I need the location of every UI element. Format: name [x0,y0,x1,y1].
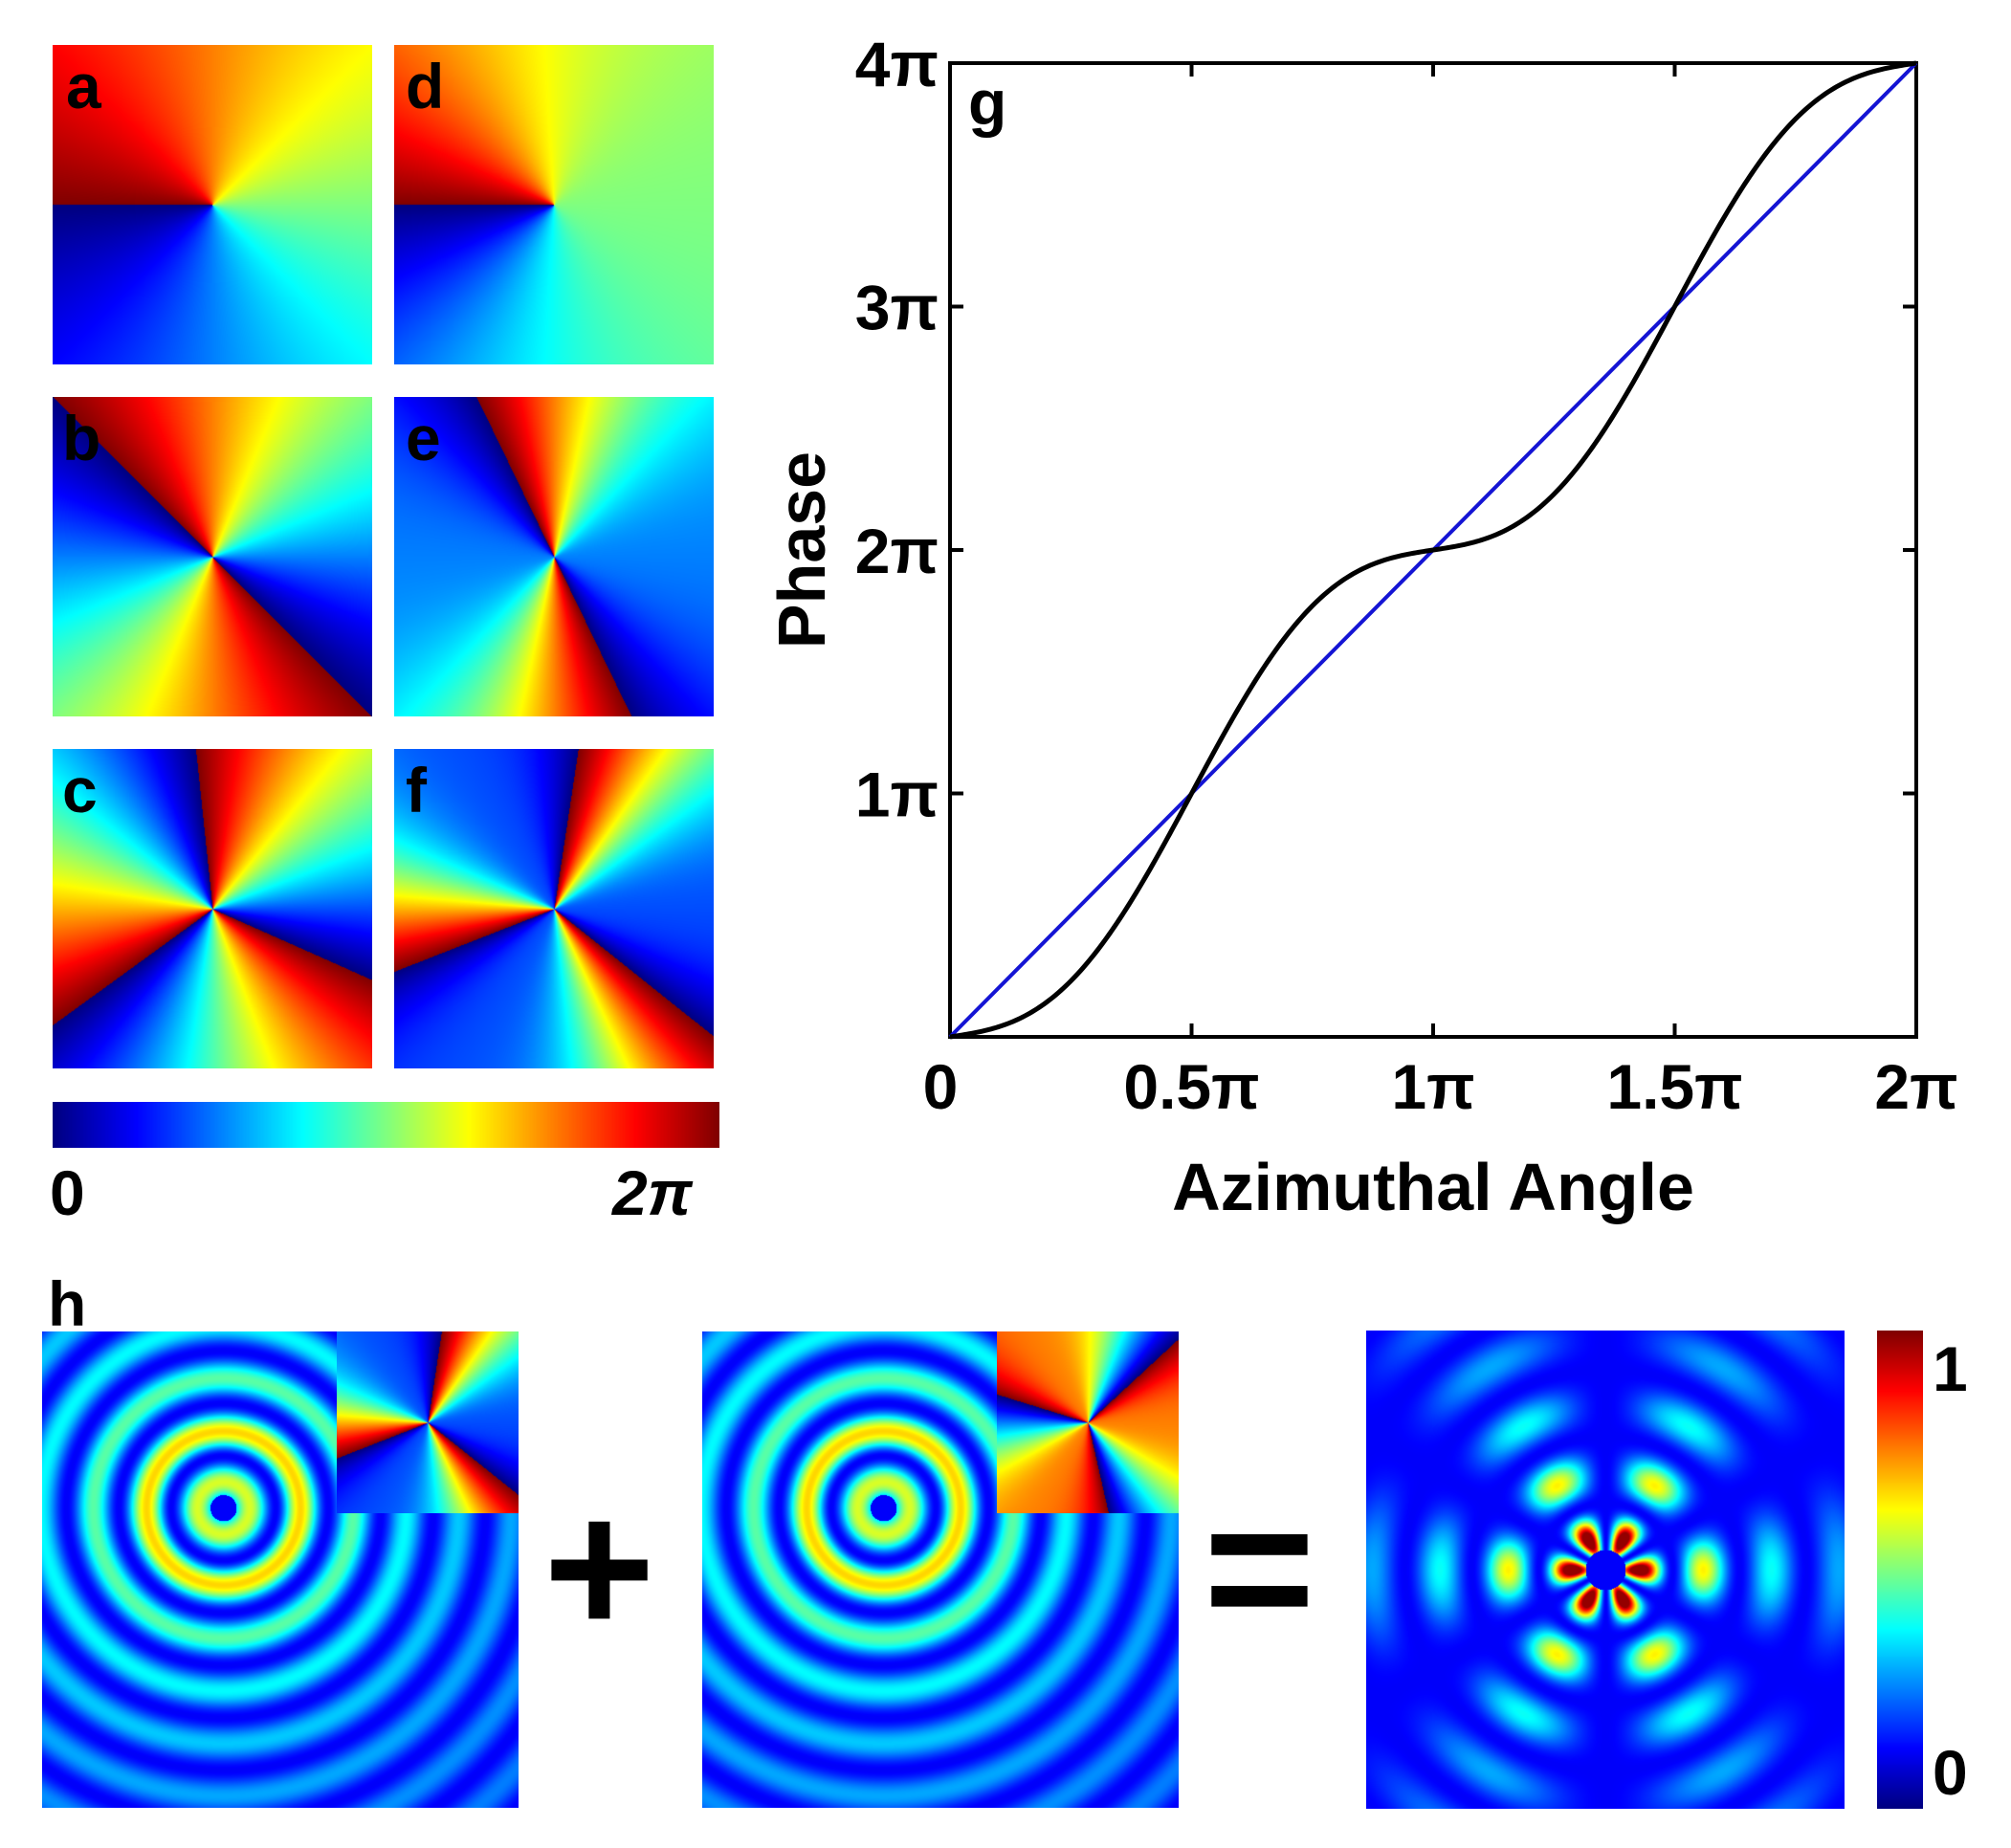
intensity-colorbar [1877,1331,1923,1809]
panel-label-c: c [62,755,98,825]
intensity-colorbar-max-label: 1 [1933,1333,1968,1404]
phase-panel-f: f [394,749,714,1068]
phase-map-d [394,45,714,364]
intensity-colorbar-min-label: 0 [1933,1737,1968,1808]
equals-sign: = [1204,1462,1315,1675]
x-tick-label: 2π [1874,1051,1957,1122]
phase-vs-azimuth-chart: 0 0.5π 1π 1.5π 2π 1π 2π 3π 4π g Azimuthal Angle… [764,29,1958,1224]
y-axis-label: Phase [764,451,839,649]
x-tick-label: 0.5π [1123,1051,1259,1122]
phase-map-b [53,397,372,716]
phase-map-e [394,397,714,716]
interference-pattern-result [1366,1331,1845,1809]
plus-sign: + [543,1462,655,1675]
series-line-nonlinear [949,60,1917,1040]
phase-inset-middle [997,1331,1179,1513]
panel-label-e: e [406,403,441,473]
panel-label-f: f [406,755,427,825]
phase-panel-a: a [53,45,372,364]
panel-label-b: b [62,403,101,473]
y-tick-label: 3π [855,273,939,343]
x-axis-label: Azimuthal Angle [1172,1150,1694,1224]
y-tick-label: 2π [855,516,939,586]
panel-label-h: h [48,1268,87,1339]
phase-panel-d: d [394,45,714,364]
phase-panel-b: b [53,397,372,716]
chart-panel-label: g [968,67,1006,138]
phase-panel-e: e [394,397,714,716]
x-tick-label: 1π [1391,1051,1474,1122]
phase-colorbar-min-label: 0 [50,1157,85,1228]
phase-inset-left [337,1331,519,1513]
phase-map-f [394,749,714,1068]
phase-map-c [53,749,372,1068]
phase-panel-c: c [53,749,372,1068]
y-tick-group: 1π 2π 3π 4π [855,29,1916,1039]
phase-colorbar-max-label: 2π [612,1157,693,1228]
y-tick-label: 1π [855,759,939,830]
series-group [948,60,1918,1040]
x-tick-group: 0 0.5π 1π 1.5π 2π [923,63,1958,1122]
phase-colorbar [53,1102,719,1148]
panel-label-a: a [66,51,101,121]
phase-map-a [53,45,372,364]
panel-label-d: d [406,51,445,121]
x-tick-label: 0 [923,1051,959,1122]
x-tick-label: 1.5π [1606,1051,1742,1122]
y-tick-label: 4π [855,29,939,99]
